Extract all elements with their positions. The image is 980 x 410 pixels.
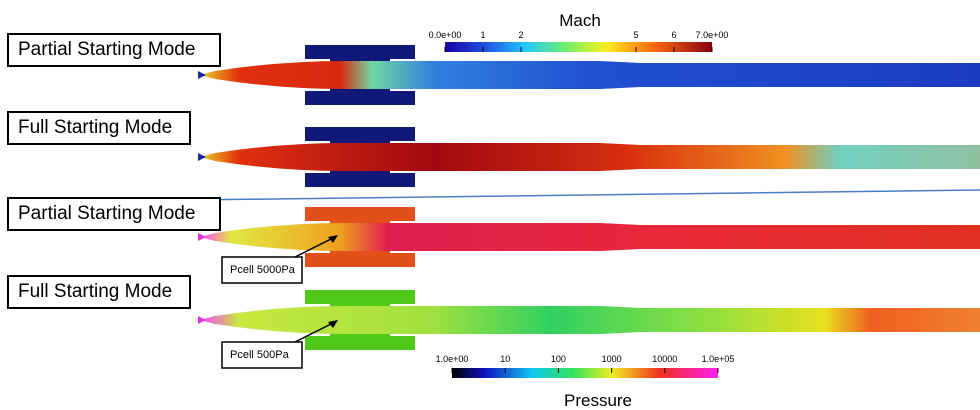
- chamber-block: [305, 173, 415, 187]
- note-box: [221, 256, 303, 284]
- mach-tick-label: 0.0e+00: [429, 30, 462, 40]
- chamber-block: [305, 91, 415, 105]
- arrowhead: [328, 320, 338, 328]
- arrow: [294, 321, 336, 343]
- mach-tick-label: 7.0e+00: [696, 30, 729, 40]
- label-box: [7, 197, 221, 231]
- mach-title: Mach: [559, 11, 601, 30]
- chamber-block: [305, 290, 415, 304]
- chamber-block: [305, 45, 415, 59]
- nozzle: [198, 153, 206, 161]
- note-label: Pcell 5000Pa: [230, 264, 296, 276]
- pressure-tick-label: 1.0e+05: [702, 354, 735, 364]
- pressure-tick-label: 1000: [602, 354, 622, 364]
- mach-tick-label: 6: [671, 30, 676, 40]
- note-label: Pcell 500Pa: [230, 349, 290, 361]
- pressure-title: Pressure: [564, 391, 632, 410]
- pressure-tick-label: 1.0e+00: [436, 354, 469, 364]
- chamber-block: [305, 127, 415, 141]
- mach-colorbar: [445, 42, 712, 52]
- arrow: [294, 236, 336, 258]
- label-box: [7, 111, 191, 145]
- flow-field: [200, 143, 980, 171]
- pressure-tick-label: 100: [551, 354, 566, 364]
- nozzle: [198, 71, 206, 79]
- nozzle: [198, 316, 206, 324]
- note-box: [221, 341, 303, 369]
- panel-label: Partial Starting Mode: [18, 203, 195, 224]
- mach-tick-label: 5: [633, 30, 638, 40]
- nozzle: [198, 233, 206, 241]
- arrowhead: [328, 235, 338, 243]
- chamber-block: [305, 336, 415, 350]
- label-box: [7, 275, 191, 309]
- panel-label: Full Starting Mode: [18, 281, 172, 302]
- pressure-tick-label: 10: [500, 354, 510, 364]
- pressure-colorbar: [452, 368, 718, 378]
- chamber-block: [305, 207, 415, 221]
- flow-field: [200, 306, 980, 334]
- flow-field: [200, 61, 980, 89]
- mach-tick-label: 1: [480, 30, 485, 40]
- panel-label: Partial Starting Mode: [18, 39, 195, 60]
- flow-field: [200, 223, 980, 251]
- label-box: [7, 33, 221, 67]
- chamber-block: [305, 253, 415, 267]
- divider: [189, 189, 980, 201]
- pressure-tick-label: 10000: [652, 354, 677, 364]
- panel-label: Full Starting Mode: [18, 117, 172, 138]
- mach-tick-label: 2: [518, 30, 523, 40]
